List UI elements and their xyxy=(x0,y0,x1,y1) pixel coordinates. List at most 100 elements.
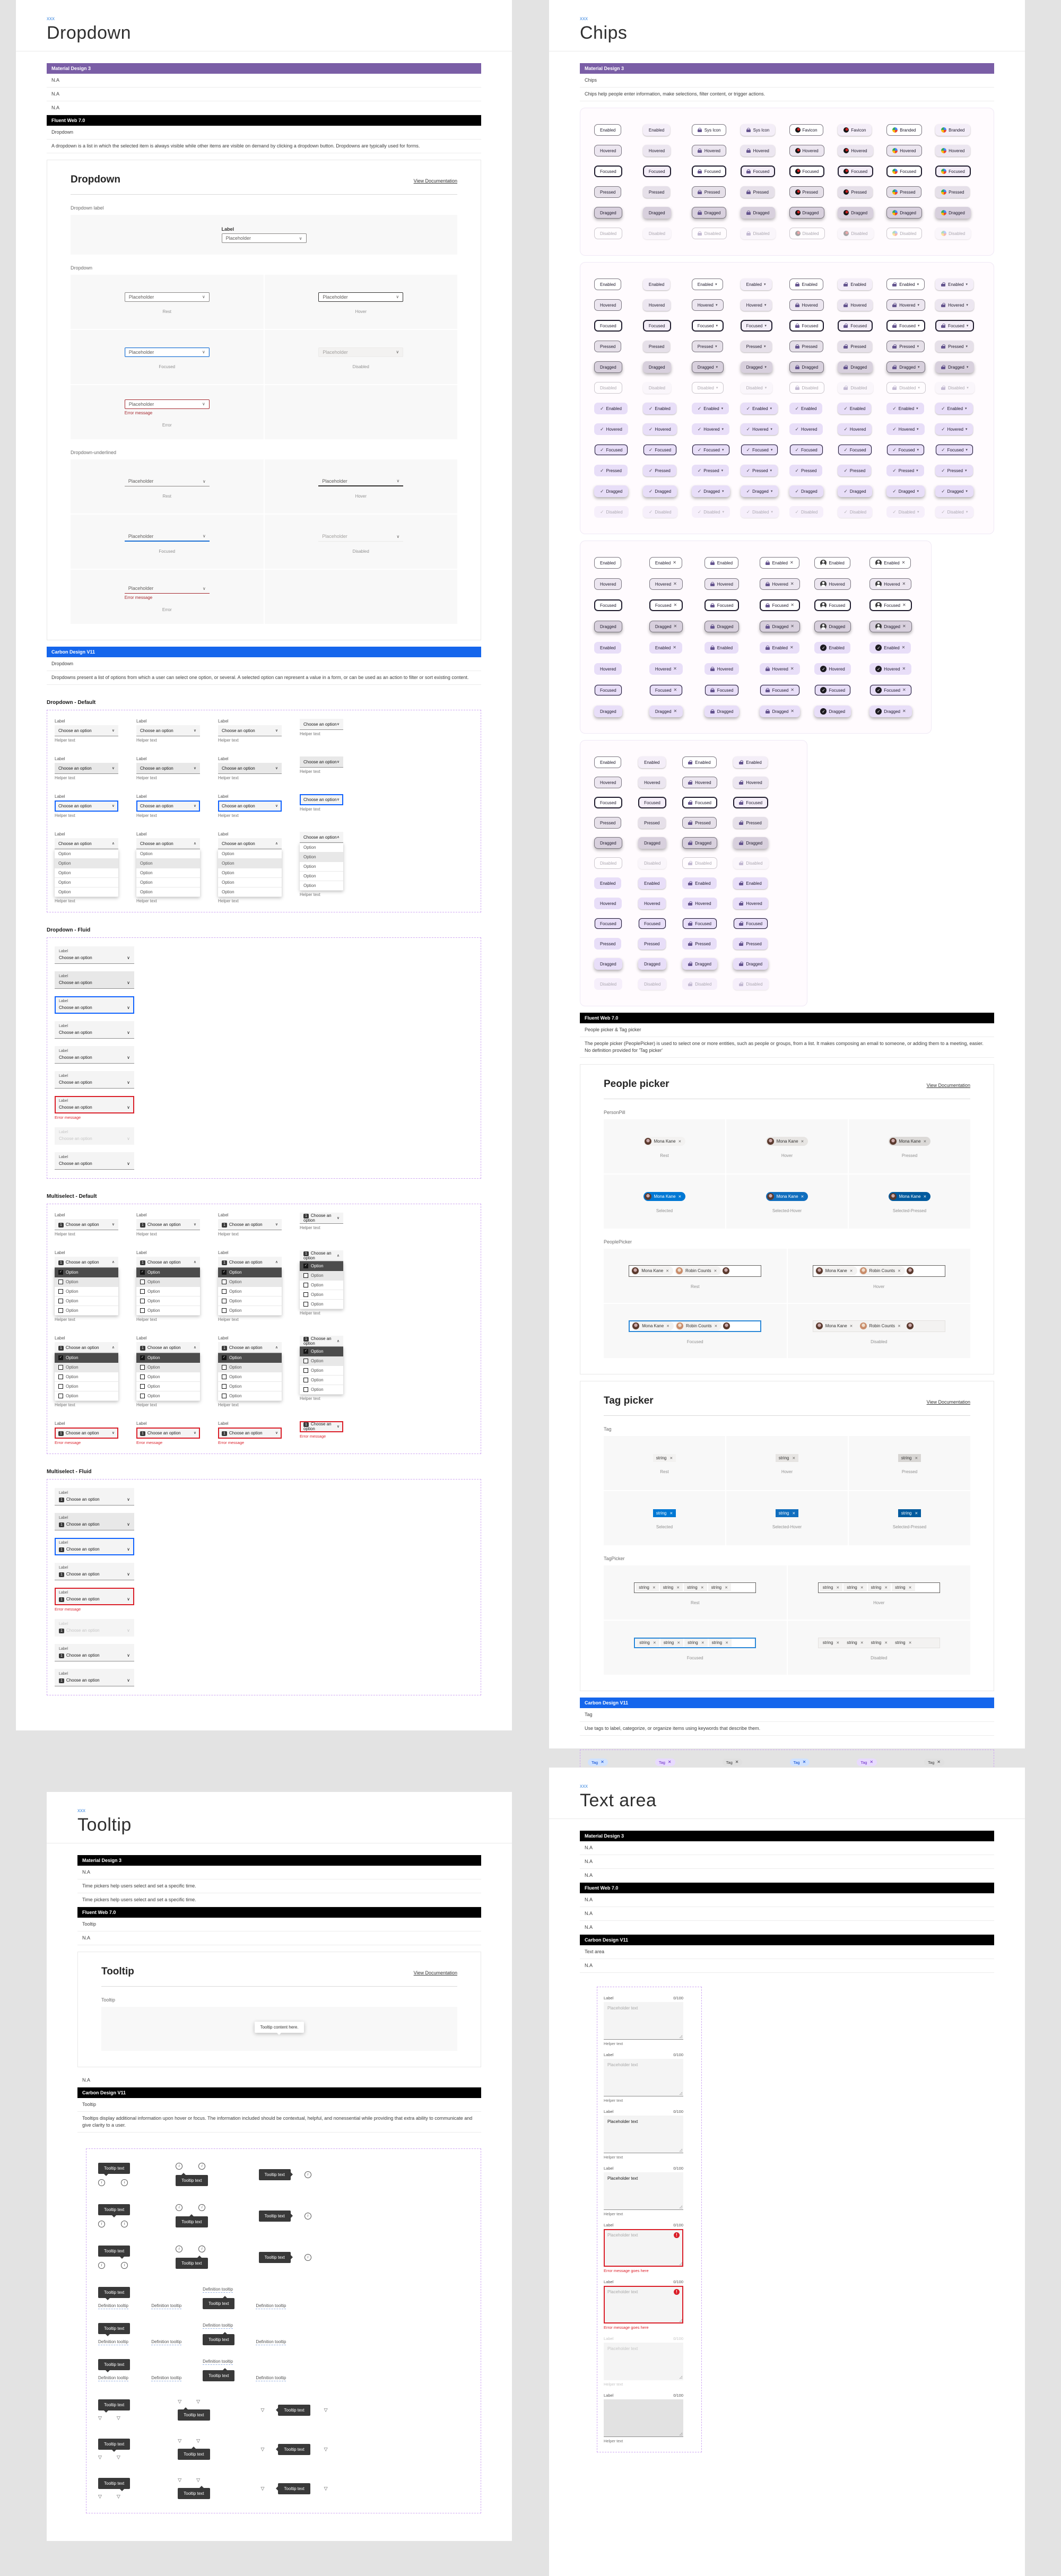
chip-dragged[interactable]: Dragged xyxy=(838,207,874,219)
menu-option[interactable]: Option xyxy=(55,859,118,869)
chip-enabled[interactable]: ✓ Enabled ▾ xyxy=(691,403,729,415)
chip-disabled[interactable]: Disabled xyxy=(642,382,672,394)
chip-hovered[interactable]: Hovered xyxy=(814,578,851,590)
chip-hovered[interactable]: Hovered xyxy=(691,145,726,157)
close-icon[interactable]: ✕ xyxy=(673,645,676,650)
carbon-tag-gray-default[interactable]: Tag✕ xyxy=(924,1759,944,1766)
close-icon[interactable]: ✕ xyxy=(902,624,906,629)
close-icon[interactable]: ✕ xyxy=(790,624,794,629)
chip-disabled[interactable]: Disabled xyxy=(691,228,727,240)
dropdown-select[interactable]: Placeholder ∨ xyxy=(221,233,307,243)
textarea-input[interactable]: Placeholder text ◿ xyxy=(604,2116,683,2154)
chip-enabled[interactable]: Enabled ▾ xyxy=(935,279,973,291)
chip-dragged[interactable]: Dragged xyxy=(642,207,671,219)
view-documentation-link[interactable]: View Documentation xyxy=(413,1970,457,1976)
chip-focused[interactable]: Focused ✕ xyxy=(649,684,683,697)
menu-option[interactable]: Option xyxy=(300,1385,343,1395)
chip-hovered[interactable]: Hovered ✕ xyxy=(649,663,683,675)
chip-hovered[interactable]: ✓ Hovered xyxy=(814,663,851,675)
chip-focused[interactable]: Focused xyxy=(594,797,622,809)
chip-enabled[interactable]: Enabled ✕ xyxy=(649,642,682,654)
chip-focused[interactable]: Focused xyxy=(886,166,922,178)
chip-enabled[interactable]: Enabled xyxy=(594,557,622,569)
filter-funnel-icon[interactable]: ▽ xyxy=(98,2494,102,2500)
view-documentation-link[interactable]: View Documentation xyxy=(926,1399,970,1405)
definition-tooltip[interactable]: Definition tooltip xyxy=(256,2375,286,2382)
chip-pressed[interactable]: Pressed ▾ xyxy=(691,341,723,353)
info-icon[interactable]: i xyxy=(176,2246,183,2253)
carbon-tag-purple-default[interactable]: Tag ✕ xyxy=(857,1759,877,1766)
chip-dragged[interactable]: Dragged xyxy=(838,361,873,373)
dropdown-select[interactable]: 1 Choose an option ∨ xyxy=(136,1219,200,1231)
dropdown-select[interactable]: Choose an option ∨ xyxy=(218,725,282,737)
definition-tooltip[interactable]: Definition tooltip xyxy=(203,2287,233,2293)
chip-focused[interactable]: Focused xyxy=(704,684,740,697)
chip-enabled[interactable]: ✓ Enabled ▾ xyxy=(740,403,778,415)
dropdown-select[interactable]: 1 Choose an option ∧ xyxy=(218,1342,282,1354)
chip-enabled[interactable]: Enabled xyxy=(594,279,622,291)
close-icon[interactable]: ✕ xyxy=(673,687,677,693)
person-pill[interactable]: Mona Kane ✕ xyxy=(814,1321,857,1331)
tag-chip[interactable]: string ✕ xyxy=(775,1509,799,1518)
dropdown-select[interactable]: Label Choose an option ∨ xyxy=(55,1096,134,1114)
chip-hovered[interactable]: Hovered xyxy=(704,578,739,590)
chip-pressed[interactable]: Pressed ▾ xyxy=(886,341,925,353)
chip-pressed[interactable]: Pressed xyxy=(691,186,726,198)
tag-picker-input[interactable]: string ✕ string ✕ string ✕ string ✕ xyxy=(818,1637,940,1648)
chip-hovered[interactable]: Hovered xyxy=(789,299,824,311)
chip-dragged[interactable]: Dragged xyxy=(740,207,776,219)
dropdown-select[interactable]: 1 Choose an option ∧ xyxy=(136,1257,200,1268)
tag-chip[interactable]: string ✕ xyxy=(660,1639,684,1647)
chip-dragged[interactable]: Dragged xyxy=(594,207,622,219)
chip-hovered[interactable]: ✓ Hovered ▾ xyxy=(886,423,925,436)
tag-chip[interactable]: string ✕ xyxy=(867,1639,891,1647)
chip-pressed[interactable]: Pressed xyxy=(935,186,970,198)
dropdown-select[interactable]: Choose an option ∨ xyxy=(55,800,118,812)
dropdown-select[interactable]: Choose an option ∧ xyxy=(136,838,200,850)
chip-disabled[interactable]: Disabled xyxy=(638,978,667,990)
info-icon[interactable]: i xyxy=(98,2262,105,2269)
chip-branded[interactable]: Branded xyxy=(935,124,971,136)
menu-option[interactable]: ✓ Option xyxy=(55,1353,118,1363)
tag-chip[interactable]: string ✕ xyxy=(653,1509,676,1518)
dropdown-select[interactable]: Label Choose an option ∨ xyxy=(55,1071,134,1089)
close-icon[interactable]: ✕ xyxy=(673,624,677,629)
dropdown-select[interactable]: 1 Choose an option ∧ xyxy=(136,1342,200,1354)
close-icon[interactable]: ✕ xyxy=(735,1760,739,1765)
menu-option[interactable]: ✓ Option xyxy=(136,1268,200,1278)
filter-funnel-icon[interactable]: ▽ xyxy=(116,2494,120,2500)
menu-option[interactable]: Option xyxy=(136,1306,200,1316)
dropdown-select[interactable]: Choose an option ∨ xyxy=(55,725,118,737)
person-pill[interactable]: Mona Kane ✕ xyxy=(643,1137,686,1146)
chip-hovered[interactable]: Hovered ✕ xyxy=(649,578,683,590)
view-documentation-link[interactable]: View Documentation xyxy=(926,1083,970,1089)
menu-option[interactable]: Option xyxy=(300,881,343,891)
chip-enabled[interactable]: Enabled xyxy=(789,279,823,291)
chip-disabled[interactable]: ✓ Disabled ▾ xyxy=(740,506,779,518)
people-picker-input[interactable]: Mona Kane ✕ Robin Counts ✕ xyxy=(812,1265,945,1277)
definition-tooltip[interactable]: Definition tooltip xyxy=(98,2375,128,2382)
chip-pressed[interactable]: ✓ Pressed xyxy=(789,465,823,477)
close-icon[interactable]: ✕ xyxy=(923,1139,927,1144)
menu-option[interactable]: ✓ Option xyxy=(300,1261,343,1272)
chip-pressed[interactable]: ✓ Pressed xyxy=(838,465,872,477)
chip-dragged[interactable]: ✓ Dragged ▾ xyxy=(740,485,779,498)
menu-option[interactable]: Option xyxy=(218,1372,282,1382)
filter-funnel-icon[interactable]: ▽ xyxy=(98,2455,102,2460)
definition-tooltip[interactable]: Definition tooltip xyxy=(203,2323,233,2329)
chip-disabled[interactable]: Disabled xyxy=(838,228,874,240)
dropdown-select[interactable]: Label Choose an option ∨ xyxy=(55,996,134,1014)
close-icon[interactable]: ✕ xyxy=(669,1511,673,1516)
definition-tooltip[interactable]: Definition tooltip xyxy=(203,2359,233,2365)
definition-tooltip[interactable]: Definition tooltip xyxy=(256,2339,286,2346)
info-icon[interactable]: i xyxy=(198,2204,206,2212)
tag-chip[interactable]: string ✕ xyxy=(636,1639,659,1647)
resize-handle-icon[interactable]: ◿ xyxy=(679,2432,682,2436)
definition-tooltip[interactable]: Definition tooltip xyxy=(151,2303,182,2310)
menu-option[interactable]: Option xyxy=(218,1382,282,1392)
person-pill[interactable]: Mona Kane ✕ xyxy=(631,1321,674,1331)
chip-sys-icon[interactable]: Sys Icon xyxy=(691,124,727,136)
close-icon[interactable]: ✕ xyxy=(902,709,906,714)
tag-chip[interactable]: string ✕ xyxy=(659,1583,683,1592)
menu-option[interactable]: ✓ Option xyxy=(218,1268,282,1278)
